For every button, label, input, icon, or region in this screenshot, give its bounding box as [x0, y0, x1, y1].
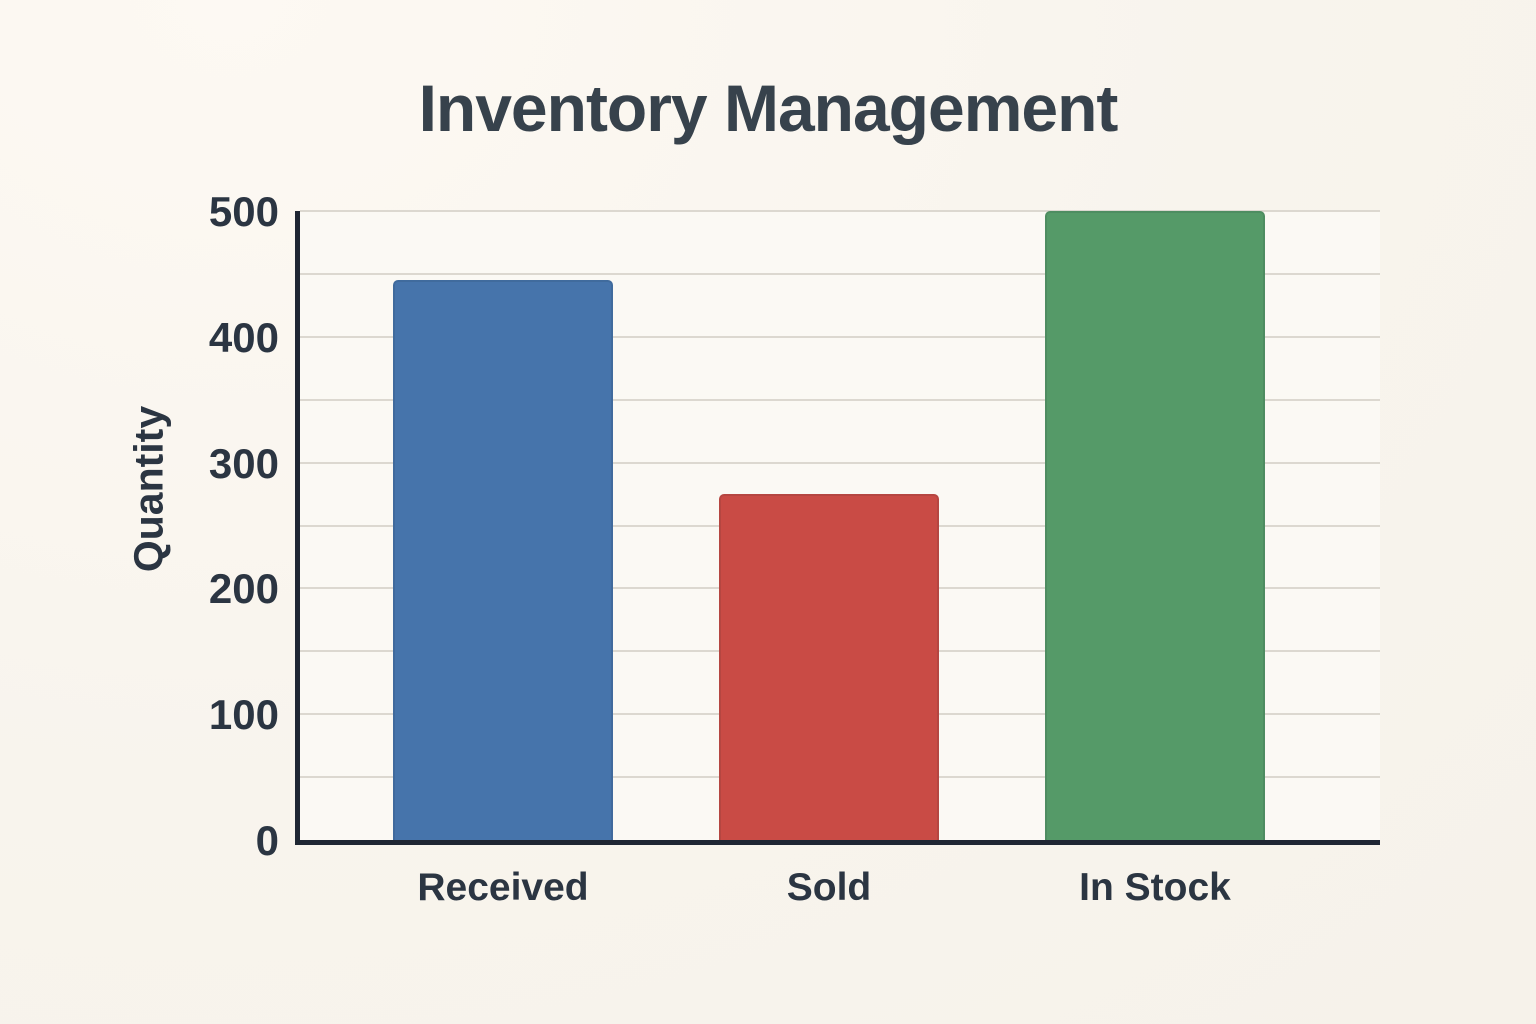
y-tick-label-400: 400	[208, 313, 279, 361]
y-tick-label-500: 500	[208, 188, 279, 236]
bar-sold	[719, 494, 939, 840]
y-tick-label-300: 300	[208, 439, 279, 487]
gridline-450	[300, 272, 1380, 275]
x-tick-label-sold: Sold	[786, 866, 872, 909]
x-tick-label-in-stock: In Stock	[1079, 866, 1231, 909]
chart-title: Inventory Management	[418, 71, 1119, 145]
x-tick-label-received: Received	[417, 866, 589, 909]
plot-area	[295, 210, 1380, 845]
y-tick-label-0: 0	[255, 817, 279, 865]
y-tick-label-200: 200	[208, 565, 279, 613]
gridline-350	[300, 398, 1380, 401]
bar-in-stock	[1045, 211, 1265, 840]
bar-received	[393, 280, 613, 840]
y-tick-label-100: 100	[208, 691, 279, 739]
gridline-500	[300, 210, 1380, 212]
gridline-400	[300, 335, 1380, 338]
gridline-300	[300, 461, 1380, 464]
y-axis-label: Quantity	[125, 405, 172, 573]
